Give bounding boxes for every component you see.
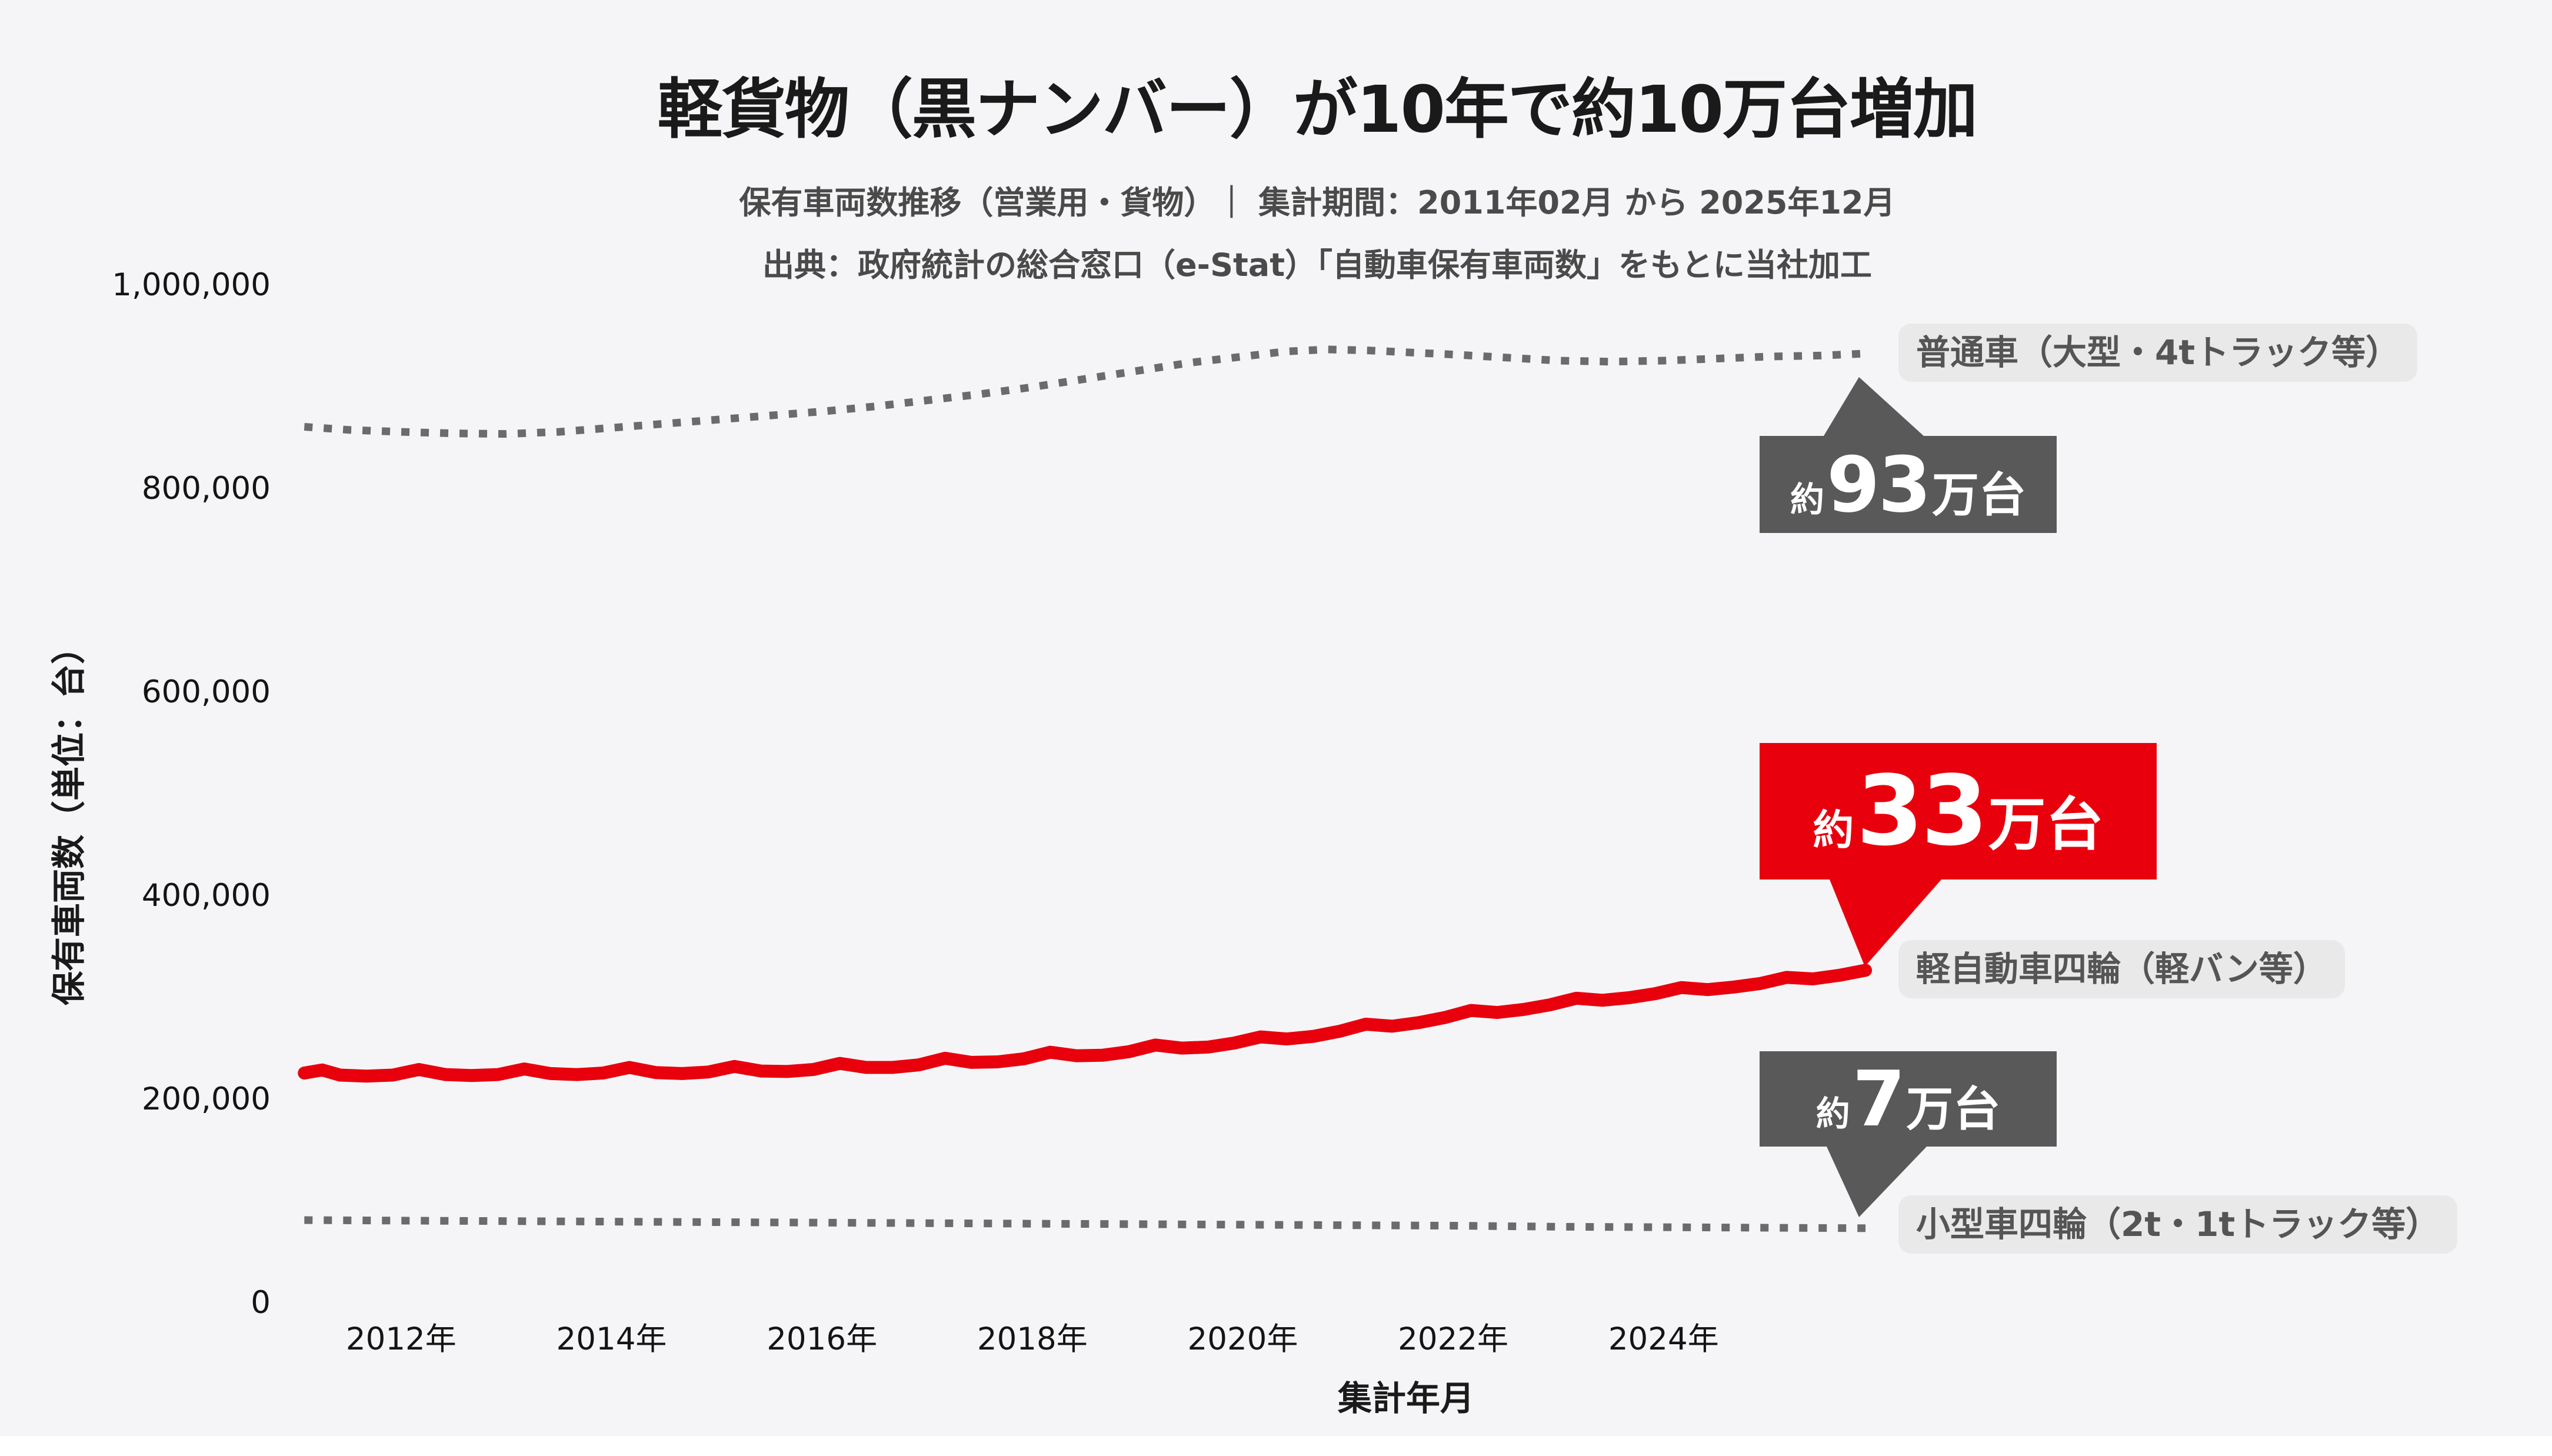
page-bottom-strip: [0, 1436, 2552, 1456]
series-line-2: [304, 1216, 1866, 1232]
page-title: 軽貨物（黒ナンバー）が10年で約10万台増加: [657, 72, 1978, 147]
chart-subtitle: 保有車両数推移（営業用・貨物）｜ 集計期間：2011年02月 から 2025年1…: [739, 184, 1895, 221]
callout-unit: 万台: [1931, 467, 2026, 522]
x-tick-label: 2012年: [345, 1321, 457, 1357]
y-tick-label: 0: [251, 1285, 271, 1321]
series-line-1: [298, 964, 1873, 1083]
callout-prefix: 約: [1813, 806, 1854, 854]
callout-pointer-up-icon: [1824, 377, 1924, 436]
y-tick-label: 1,000,000: [112, 267, 271, 303]
callout-prefix: 約: [1790, 479, 1825, 519]
y-tick-label: 400,000: [141, 878, 271, 914]
series-label-kogata: 小型車四輪（2t・1tトラック等）: [1898, 1195, 2458, 1254]
callout-value: 33: [1856, 755, 1988, 867]
callout-pointer-down-icon: [1830, 879, 1941, 967]
series-label-keijidosha: 軽自動車四輪（軽バン等）: [1898, 940, 2345, 998]
x-tick-label: 2014年: [556, 1321, 667, 1357]
y-tick-label: 600,000: [141, 674, 271, 710]
x-tick-label: 2022年: [1398, 1321, 1509, 1357]
callout-value: 93: [1827, 439, 1931, 529]
callout-keijidosha: 約 33 万台: [1760, 743, 2157, 967]
series-label-futsusha: 普通車（大型・4tトラック等）: [1898, 324, 2418, 382]
callout-kogata: 約 7 万台: [1760, 1051, 2057, 1217]
y-tick-label: 200,000: [141, 1081, 271, 1117]
x-axis-title: 集計年月: [1337, 1378, 1475, 1418]
chart-source: 出典：政府統計の総合窓口（e-Stat）「自動車保有車両数」をもとに当社加工: [762, 246, 1872, 284]
x-tick-label: 2020年: [1187, 1321, 1298, 1357]
x-tick-label: 2016年: [767, 1321, 878, 1357]
x-tick-label: 2018年: [977, 1321, 1088, 1357]
series-line-0: [304, 345, 1866, 438]
callout-pointer-down-icon: [1827, 1147, 1927, 1217]
callout-value: 7: [1852, 1054, 1905, 1144]
callout-futsusha: 約 93 万台: [1760, 377, 2057, 533]
y-tick-label: 800,000: [141, 471, 271, 507]
callout-unit: 万台: [1988, 791, 2104, 858]
x-tick-label: 2024年: [1608, 1321, 1719, 1357]
callout-prefix: 約: [1815, 1094, 1850, 1134]
callout-unit: 万台: [1906, 1082, 2001, 1137]
